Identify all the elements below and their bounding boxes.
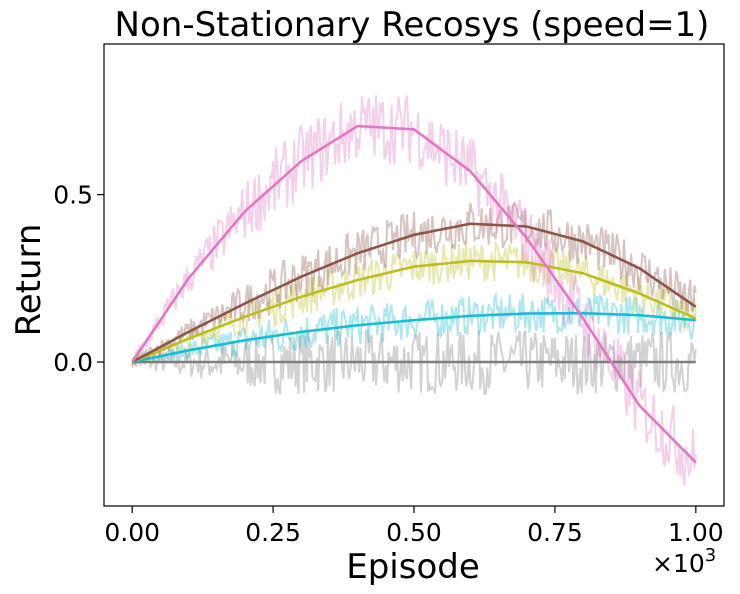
series-2-noisy-trace: [131, 239, 697, 366]
x-axis-label: Episode: [346, 547, 480, 587]
x-tick-label: 0.75: [527, 518, 583, 547]
x-axis: 0.00 0.25 0.50 0.75 1.00: [104, 506, 724, 547]
y-axis-label: Return: [9, 224, 49, 337]
y-axis: 0.0 0.5: [53, 181, 104, 377]
plot-frame: [103, 43, 725, 507]
series-4-noisy-trace: [131, 95, 697, 486]
x-axis-scale-label: ×103: [652, 545, 716, 578]
series-1-noisy-trace: [131, 291, 697, 366]
plot-area: [131, 95, 697, 486]
series-2-mean-line: [131, 259, 697, 364]
series-1-mean-line: [131, 311, 696, 364]
x-tick-label: 0.50: [386, 518, 442, 547]
x-axis-scale-exponent: 3: [705, 545, 716, 566]
chart-title: Non-Stationary Recosys (speed=1): [115, 5, 710, 45]
series-4-mean-line: [131, 124, 697, 464]
x-tick-label: 1.00: [668, 518, 724, 547]
y-tick-label: 0.0: [53, 348, 93, 377]
y-tick-label: 0.5: [53, 181, 93, 210]
x-tick-label: 0.00: [104, 518, 160, 547]
series-0-noisy-trace: [131, 327, 697, 395]
series-3-mean-line: [131, 222, 697, 364]
x-tick-label: 0.25: [245, 518, 301, 547]
